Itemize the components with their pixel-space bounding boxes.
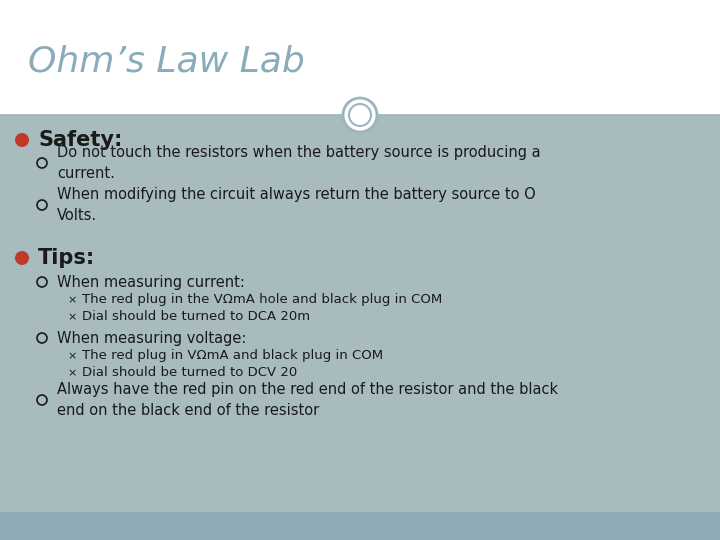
Text: The red plug in VΩmA and black plug in COM: The red plug in VΩmA and black plug in C… <box>82 349 383 362</box>
Text: Safety:: Safety: <box>38 130 122 150</box>
Circle shape <box>15 133 29 147</box>
Text: ×: × <box>67 295 77 305</box>
Text: Always have the red pin on the red end of the resistor and the black
end on the : Always have the red pin on the red end o… <box>57 382 558 418</box>
Text: The red plug in the VΩmA hole and black plug in COM: The red plug in the VΩmA hole and black … <box>82 294 442 307</box>
Text: When measuring current:: When measuring current: <box>57 274 245 289</box>
Text: ×: × <box>67 351 77 361</box>
Circle shape <box>15 251 29 265</box>
FancyBboxPatch shape <box>0 0 720 115</box>
Text: When measuring voltage:: When measuring voltage: <box>57 330 246 346</box>
Text: ×: × <box>67 368 77 378</box>
Text: Tips:: Tips: <box>38 248 95 268</box>
Text: Ohm’s Law Lab: Ohm’s Law Lab <box>28 45 305 79</box>
Text: Dial should be turned to DCA 20m: Dial should be turned to DCA 20m <box>82 310 310 323</box>
Circle shape <box>343 98 377 132</box>
Text: Do not touch the resistors when the battery source is producing a
current.: Do not touch the resistors when the batt… <box>57 145 541 181</box>
FancyBboxPatch shape <box>0 512 720 540</box>
Text: Dial should be turned to DCV 20: Dial should be turned to DCV 20 <box>82 367 297 380</box>
Text: When modifying the circuit always return the battery source to O
Volts.: When modifying the circuit always return… <box>57 187 536 223</box>
Text: ×: × <box>67 312 77 322</box>
FancyBboxPatch shape <box>0 115 720 512</box>
